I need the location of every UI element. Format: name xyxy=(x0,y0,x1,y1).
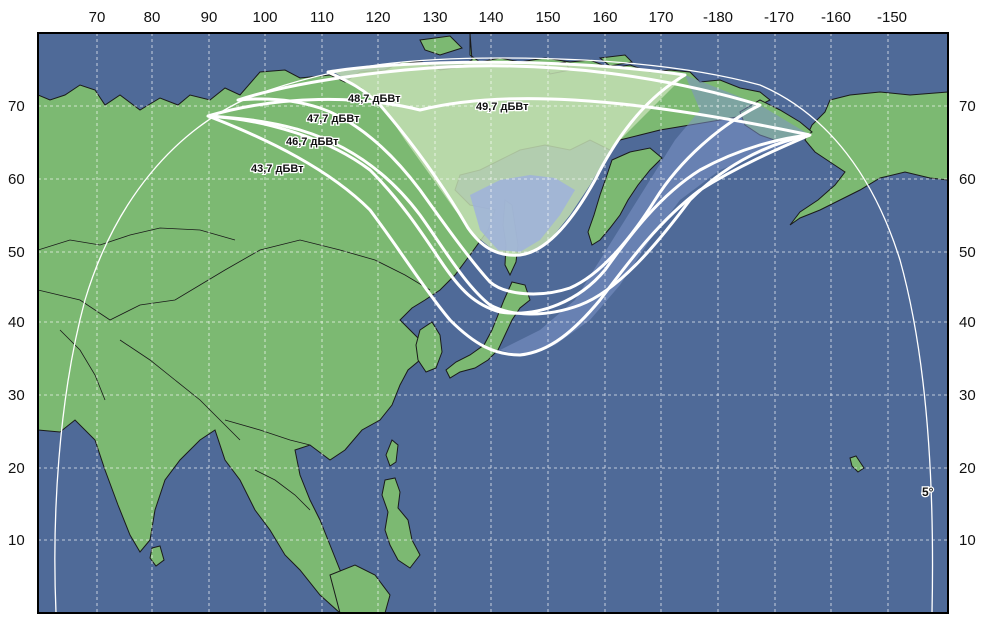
contour-label-47-7: 47,7 дБВт xyxy=(307,113,360,125)
lat-label-left: 20 xyxy=(8,460,25,477)
lat-label-left: 60 xyxy=(8,171,25,188)
land-taiwan xyxy=(385,439,399,467)
contour-49-7 xyxy=(326,60,687,257)
contour-46-7 xyxy=(207,114,811,315)
lon-label: -180 xyxy=(703,9,733,26)
lat-label-left: 50 xyxy=(8,244,25,261)
lat-label-left: 10 xyxy=(8,532,25,549)
lon-label: 140 xyxy=(478,9,503,26)
lon-label: 80 xyxy=(144,9,161,26)
elevation-label: 5° xyxy=(922,485,934,499)
contour-label-46-7: 46,7 дБВт xyxy=(286,136,339,148)
map-frame xyxy=(37,32,949,614)
contour-43-7 xyxy=(207,114,811,357)
country-borders xyxy=(38,227,431,511)
lat-label-left: 70 xyxy=(8,98,25,115)
lon-label: -160 xyxy=(821,9,851,26)
lat-label-left: 30 xyxy=(8,387,25,404)
land-korea xyxy=(415,321,443,373)
lon-label: 120 xyxy=(365,9,390,26)
contour-lines xyxy=(206,60,812,357)
lon-label: 130 xyxy=(422,9,447,26)
lon-label: 70 xyxy=(89,9,106,26)
lat-label-right: 40 xyxy=(959,314,976,331)
graticule xyxy=(38,33,948,613)
lon-label: 170 xyxy=(648,9,673,26)
longitude-labels: 70 80 90 100 110 120 130 140 150 160 170… xyxy=(89,9,907,26)
beam-outer-ocean xyxy=(500,75,810,355)
lon-label: -170 xyxy=(764,9,794,26)
lat-label-right: 50 xyxy=(959,244,976,261)
lat-label-right: 30 xyxy=(959,387,976,404)
elevation-contour-5deg xyxy=(54,57,934,613)
beam-core-ocean xyxy=(470,175,575,252)
lat-label-right: 10 xyxy=(959,532,976,549)
contour-label-48-7: 48,7 дБВт xyxy=(348,93,401,105)
land-alaska xyxy=(789,91,948,226)
contour-label-43-7: 43,7 дБВт xyxy=(251,163,304,175)
lon-label: 150 xyxy=(535,9,560,26)
latitude-labels-left: 70 60 50 40 30 20 10 xyxy=(8,98,25,549)
lat-label-left: 40 xyxy=(8,314,25,331)
lon-label: 160 xyxy=(592,9,617,26)
land-arctic-island-3 xyxy=(419,35,463,56)
land-japan xyxy=(445,281,531,379)
contour-47-7 xyxy=(206,97,812,316)
lon-label: 90 xyxy=(201,9,218,26)
lon-label: 100 xyxy=(252,9,277,26)
land-kamchatka xyxy=(587,147,663,246)
lat-label-right: 20 xyxy=(959,460,976,477)
land-borneo xyxy=(329,564,391,613)
lon-label: -150 xyxy=(877,9,907,26)
lon-label: 110 xyxy=(310,9,334,26)
land-sri-lanka xyxy=(149,545,165,567)
lat-label-right: 60 xyxy=(959,171,976,188)
contour-label-49-7: 49,7 дБВт xyxy=(476,101,529,113)
land-philippines xyxy=(381,477,421,569)
latitude-labels-right: 70 60 50 40 30 20 10 xyxy=(959,98,976,549)
lat-label-right: 70 xyxy=(959,98,976,115)
